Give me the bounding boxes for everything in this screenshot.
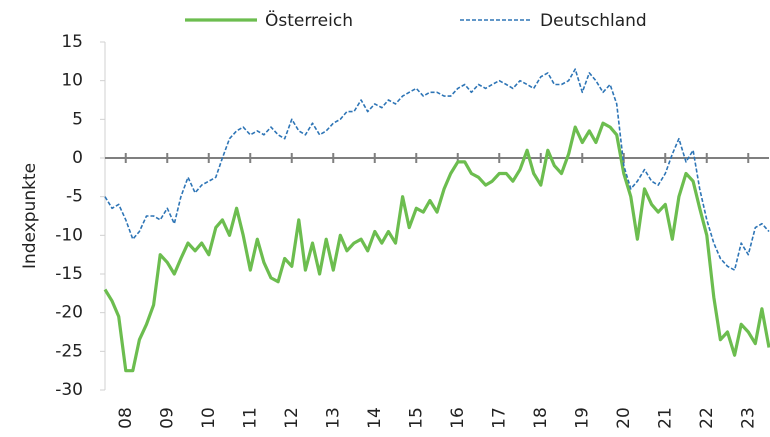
y-tick-label: 15 <box>61 32 83 52</box>
y-tick-label: 5 <box>72 109 83 129</box>
series-line <box>103 121 770 373</box>
x-tick-label: 08 <box>116 407 136 429</box>
y-tick-label: -15 <box>55 264 83 284</box>
x-tick-label: 19 <box>572 407 592 429</box>
x-tick-label: 23 <box>738 407 758 429</box>
x-tick-label: 15 <box>406 407 426 429</box>
y-axis-label: Indexpunkte <box>20 163 40 269</box>
y-tick-label: 0 <box>72 148 83 168</box>
x-tick-label: 12 <box>282 407 302 429</box>
x-tick-label: 11 <box>240 407 260 429</box>
x-tick-label: 10 <box>199 407 219 429</box>
x-tick-label: 20 <box>614 407 634 429</box>
y-tick-label: -10 <box>55 225 83 245</box>
series-line <box>104 68 770 271</box>
x-tick-label: 09 <box>157 407 177 429</box>
x-tick-label: 18 <box>531 407 551 429</box>
y-tick-label: -5 <box>66 187 83 207</box>
x-tick-label: 21 <box>655 407 675 429</box>
y-tick-label: -30 <box>55 380 83 400</box>
x-tick-label: 14 <box>365 407 385 429</box>
legend-label: Österreich <box>265 9 353 31</box>
x-tick-label: 16 <box>448 407 468 429</box>
y-tick-label: 10 <box>61 71 83 91</box>
y-tick-label: -20 <box>55 303 83 323</box>
x-tick-label: 17 <box>489 407 509 429</box>
y-tick-label: -25 <box>55 341 83 361</box>
legend-label: Deutschland <box>540 11 647 31</box>
x-tick-label: 22 <box>697 407 717 429</box>
x-tick-label: 13 <box>323 407 343 429</box>
